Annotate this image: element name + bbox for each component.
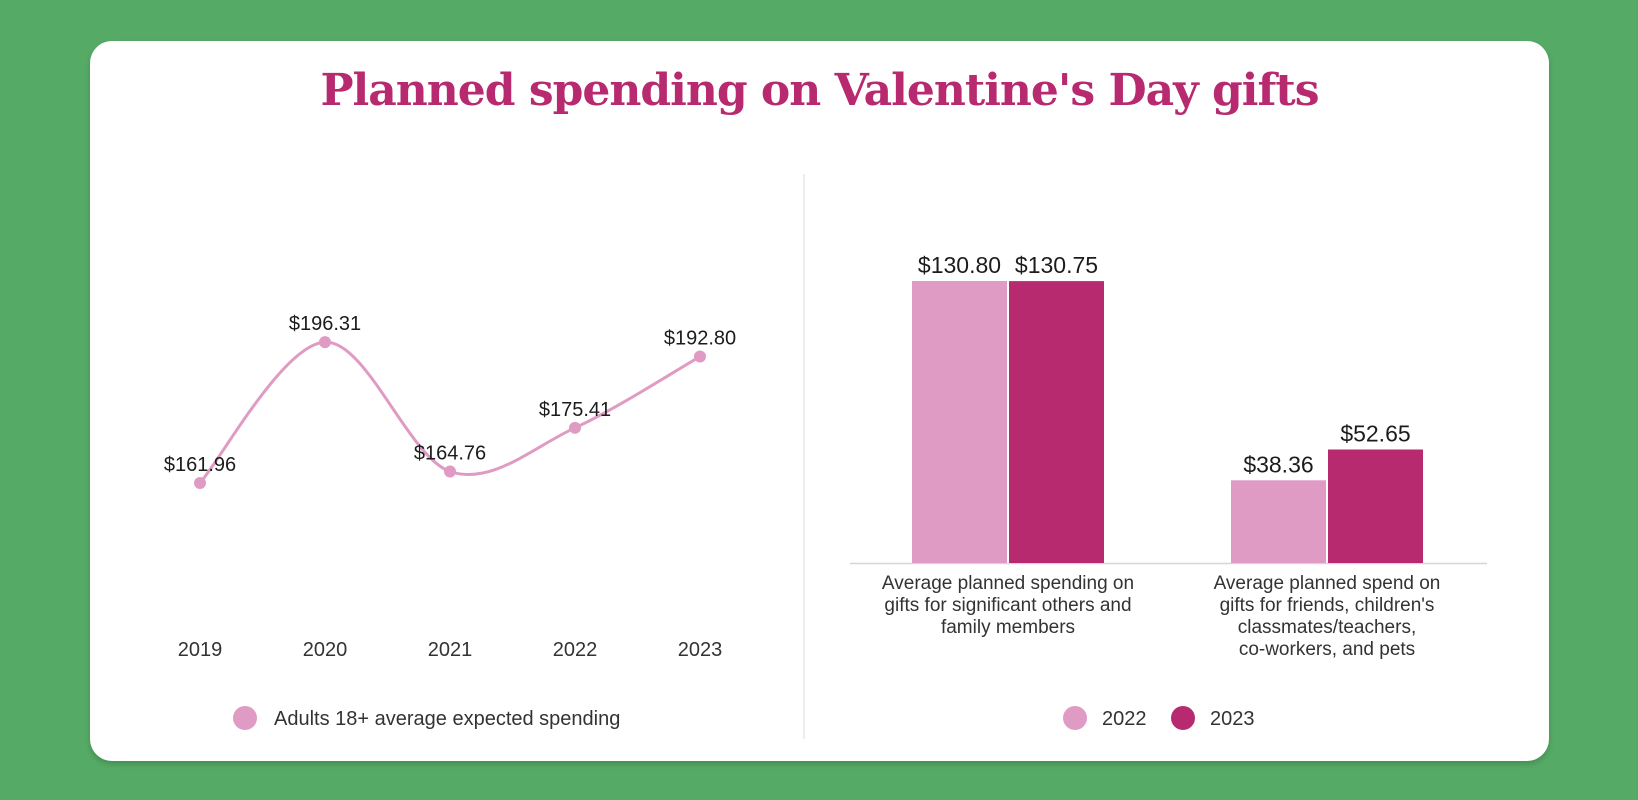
category-label: Average planned spending on [882, 573, 1134, 594]
bar-value-label: $38.36 [1243, 451, 1313, 477]
legend-swatch [233, 706, 257, 730]
line-point [694, 350, 706, 363]
bar-value-label: $130.75 [1015, 252, 1098, 278]
bar [1009, 281, 1104, 563]
category-label: gifts for friends, children's [1220, 595, 1435, 616]
line-point [319, 336, 331, 349]
x-tick-label: 2019 [178, 639, 223, 661]
line-data-label: $196.31 [289, 313, 361, 335]
x-tick-label: 2021 [428, 639, 473, 661]
bar [1231, 480, 1326, 563]
x-tick-label: 2022 [553, 639, 598, 661]
category-label: classmates/teachers, [1238, 617, 1416, 638]
line-point [569, 421, 581, 434]
legend-label: 2023 [1210, 708, 1255, 730]
line-data-label: $192.80 [664, 328, 736, 350]
x-tick-label: 2020 [303, 639, 348, 661]
line-point [194, 476, 206, 489]
line-chart: $161.96 2019 $196.31 2020 $164.76 2021 $175.41… [164, 313, 736, 730]
bar [912, 281, 1007, 563]
x-tick-label: 2023 [678, 639, 723, 661]
bar [1328, 449, 1423, 563]
category-label: family members [941, 617, 1075, 638]
line-point [444, 465, 456, 478]
category-label: co-workers, and pets [1239, 639, 1415, 660]
panel-divider [803, 174, 805, 739]
charts-svg: $161.96 2019 $196.31 2020 $164.76 2021 $175.41… [164, 252, 1487, 730]
legend-label: 2022 [1102, 708, 1147, 730]
line-data-label: $164.76 [414, 442, 486, 464]
line-data-label: $161.96 [164, 454, 236, 476]
chart-card: Planned spending on Valentine's Day gift… [90, 41, 1549, 761]
bar-value-label: $52.65 [1340, 420, 1410, 446]
category-label: gifts for significant others and [884, 595, 1131, 616]
line-data-label: $175.41 [539, 399, 611, 421]
chart-title: Planned spending on Valentine's Day gift… [320, 65, 1319, 116]
line-series [198, 340, 701, 484]
bar-chart: $130.80 $130.75 Average planned spending o… [850, 252, 1487, 730]
legend-label: Adults 18+ average expected spending [274, 708, 620, 730]
legend-swatch [1063, 706, 1087, 730]
bar-value-label: $130.80 [918, 252, 1001, 278]
legend-swatch [1171, 706, 1195, 730]
category-label: Average planned spend on [1214, 573, 1441, 594]
